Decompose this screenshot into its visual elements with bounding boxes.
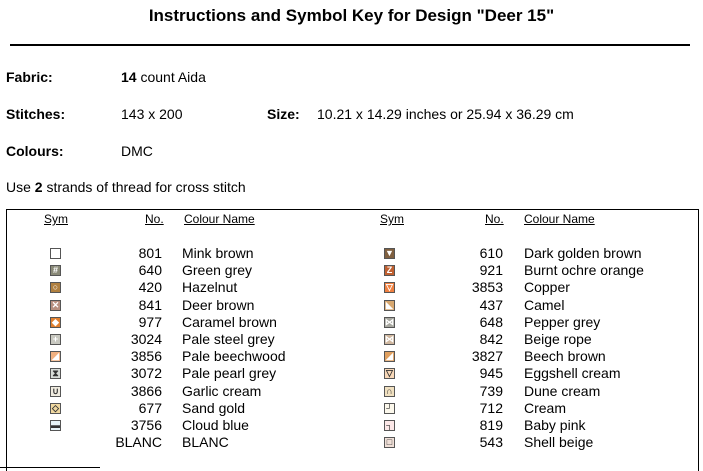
header-name-left: Colour Name: [184, 212, 255, 226]
bowtie-symbol-icon: ⋈: [384, 316, 395, 328]
fabric-count: 14: [121, 69, 137, 85]
bowtie-outline-symbol-icon: ⋈: [384, 334, 395, 345]
size-value: 10.21 x 14.29 inches or 25.94 x 36.29 cm: [317, 106, 574, 122]
corner-triangle-symbol-icon: ◣: [384, 299, 395, 311]
open-down-triangle-symbol-icon: ▽: [384, 282, 395, 294]
colour-name: Beech brown: [524, 348, 606, 365]
bar-symbol-icon: ▬: [50, 420, 61, 431]
colours-label: Colours:: [6, 143, 64, 159]
dmc-number: BLANC: [115, 434, 162, 451]
strands-count: 2: [34, 179, 43, 195]
fabric-suffix: count Aida: [136, 69, 206, 85]
header-name-right: Colour Name: [524, 212, 595, 226]
dmc-number: 437: [479, 296, 503, 313]
colour-name: Copper: [524, 279, 570, 296]
dmc-number: 3827: [471, 348, 503, 365]
colour-name: Shell beige: [524, 434, 594, 451]
dmc-number: 640: [138, 262, 162, 279]
colour-name: Pale beechwood: [182, 348, 286, 365]
hash-symbol-icon: #: [50, 265, 61, 277]
colour-name: Garlic cream: [182, 382, 262, 399]
dmc-number: 610: [479, 245, 503, 261]
colour-name: Green grey: [182, 262, 253, 279]
dmc-number: 801: [138, 245, 162, 261]
colour-name: Cloud blue: [182, 417, 249, 433]
colour-name: Pale steel grey: [182, 331, 275, 347]
diamond-symbol-icon: ◆: [50, 316, 61, 328]
small-down-triangle-symbol-icon: ▽: [384, 368, 395, 380]
fabric-label: Fabric:: [6, 69, 53, 85]
dmc-number: 3853: [471, 279, 503, 296]
colour-name: Sand gold: [182, 399, 246, 416]
dmc-number: 3856: [130, 348, 162, 365]
triangle-symbol-icon: ◢: [50, 351, 61, 363]
strands-instruction: Use 2 strands of thread for cross stitch: [6, 179, 246, 195]
dmc-number: 842: [479, 331, 503, 347]
plus-symbol-icon: +: [50, 334, 61, 345]
dmc-number: 945: [479, 365, 503, 382]
dmc-number: 819: [479, 417, 503, 433]
fabric-value: 14 count Aida: [121, 69, 206, 85]
dmc-number: 3024: [130, 331, 162, 347]
colour-name: Beige rope: [524, 331, 592, 347]
header-sym-left: Sym: [44, 212, 68, 226]
dmc-number: 3756: [130, 417, 162, 433]
colour-name: Pepper grey: [524, 313, 601, 330]
down-triangle-symbol-icon: ▼: [384, 248, 395, 259]
cross-symbol-icon: ✕: [50, 299, 61, 311]
cap-symbol-icon: ∩: [384, 385, 395, 397]
fabric-row: Fabric:: [6, 69, 53, 85]
dmc-number: 921: [479, 262, 503, 279]
framed-square-symbol-icon: □: [384, 437, 395, 449]
dmc-number: 841: [138, 296, 162, 313]
top-corner-symbol-icon: ┐: [384, 420, 395, 431]
colour-name: Cream: [524, 399, 567, 416]
colour-name: Hazelnut: [182, 279, 238, 296]
cup-symbol-icon: ∪: [50, 385, 61, 397]
dmc-number: 3866: [130, 382, 162, 399]
filled-triangle-symbol-icon: ◢: [384, 351, 395, 363]
dmc-number: 677: [138, 399, 162, 416]
colour-name: Pale pearl grey: [182, 365, 277, 382]
colour-name: Burnt ochre orange: [524, 262, 644, 279]
open-diamond-symbol-icon: ◇: [50, 402, 61, 414]
colour-name: Baby pink: [524, 417, 586, 433]
colour-name: Eggshell cream: [524, 365, 621, 382]
colour-name: Camel: [524, 296, 565, 313]
dmc-number: 977: [138, 313, 162, 330]
header-no-left: No.: [145, 212, 164, 226]
title-divider: [10, 44, 690, 46]
dmc-number: 543: [479, 434, 503, 451]
stitches-label: Stitches:: [6, 106, 66, 122]
dmc-number: 739: [479, 382, 503, 399]
page-bottom-rule: [0, 467, 100, 468]
colour-name: Deer brown: [182, 296, 255, 313]
dmc-number: 712: [479, 399, 503, 416]
header-sym-right: Sym: [380, 212, 404, 226]
size-label: Size:: [267, 106, 300, 122]
colour-name: Mink brown: [182, 245, 254, 261]
empty-square-icon: [50, 248, 61, 259]
header-no-right: No.: [485, 212, 504, 226]
dmc-number: 648: [479, 313, 503, 330]
strands-pre: Use: [6, 179, 35, 195]
colours-value: DMC: [121, 143, 153, 159]
colour-name: Caramel brown: [182, 313, 277, 330]
symbol-key-table: [6, 209, 699, 471]
dmc-number: 420: [138, 279, 162, 296]
stitches-value: 143 x 200: [121, 106, 183, 122]
colour-name: BLANC: [182, 434, 229, 451]
page-title: Instructions and Symbol Key for Design "…: [148, 6, 555, 25]
hourglass-symbol-icon: ⧗: [50, 368, 61, 380]
dmc-number: 3072: [130, 365, 162, 382]
circle-symbol-icon: ○: [50, 282, 61, 294]
strands-post: strands of thread for cross stitch: [42, 179, 246, 195]
blank-symbol-icon: [50, 437, 61, 449]
colour-name: Dark golden brown: [524, 245, 642, 261]
colour-name: Dune cream: [524, 382, 601, 399]
corner-symbol-icon: ┘: [384, 402, 395, 414]
z-symbol-icon: Z: [384, 265, 395, 277]
